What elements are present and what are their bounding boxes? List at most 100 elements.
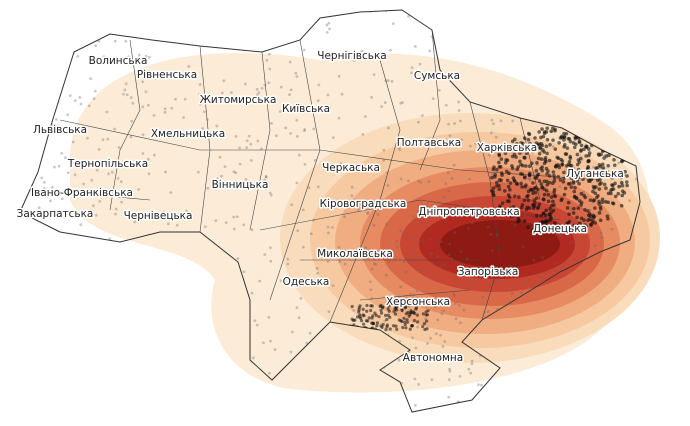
event-dot — [534, 168, 539, 173]
event-dot — [316, 271, 320, 275]
event-dot — [622, 401, 626, 405]
event-dot — [494, 135, 498, 139]
event-dot — [601, 356, 605, 360]
event-dot — [183, 398, 187, 402]
event-dot — [540, 219, 545, 224]
event-dot — [603, 199, 608, 204]
event-dot — [566, 182, 571, 186]
event-dot — [506, 184, 511, 189]
event-dot — [444, 103, 448, 107]
event-dot — [223, 165, 227, 168]
event-dot — [535, 206, 540, 211]
event-dot — [405, 318, 409, 322]
event-dot — [586, 166, 590, 170]
event-dot — [597, 187, 602, 191]
event-dot — [442, 309, 446, 313]
event-dot — [539, 213, 543, 218]
event-dot — [312, 218, 315, 222]
event-dot — [93, 89, 97, 93]
event-dot — [46, 82, 50, 85]
event-dot — [587, 159, 591, 163]
event-dot — [141, 133, 145, 137]
event-dot — [551, 145, 555, 149]
event-dot — [542, 150, 546, 154]
event-dot — [573, 185, 577, 190]
event-dot — [462, 308, 466, 312]
event-dot — [622, 191, 627, 195]
event-dot — [493, 174, 497, 179]
event-dot — [541, 224, 545, 228]
event-dot — [337, 245, 341, 249]
region-label: Автономна — [403, 352, 463, 364]
event-dot — [403, 322, 407, 327]
event-dot — [488, 153, 491, 157]
event-dot — [638, 406, 640, 409]
event-dot — [552, 179, 557, 183]
event-dot — [356, 163, 360, 167]
event-dot — [144, 297, 148, 301]
event-dot — [496, 278, 499, 282]
event-dot — [78, 384, 82, 388]
event-dot — [361, 307, 365, 311]
event-dot — [337, 116, 341, 120]
event-dot — [495, 180, 499, 185]
event-dot — [531, 181, 535, 185]
event-dot — [506, 193, 511, 197]
event-dot — [412, 293, 416, 296]
event-dot — [570, 176, 574, 180]
region-label: Закарпатська — [17, 208, 94, 220]
event-dot — [31, 368, 35, 372]
event-dot — [620, 183, 625, 188]
event-dot — [265, 392, 268, 395]
event-dot — [125, 347, 129, 351]
event-dot — [492, 122, 495, 126]
event-dot — [334, 57, 337, 61]
event-dot — [79, 223, 83, 227]
event-dot — [614, 392, 618, 396]
event-dot — [524, 207, 529, 211]
event-dot — [375, 321, 380, 325]
event-dot — [389, 48, 392, 52]
event-dot — [22, 25, 26, 29]
event-dot — [316, 99, 320, 103]
event-dot — [553, 229, 557, 234]
event-dot — [627, 89, 631, 93]
event-dot — [497, 187, 502, 192]
event-dot — [198, 10, 202, 14]
event-dot — [92, 97, 96, 101]
event-dot — [605, 214, 610, 218]
event-dot — [571, 211, 576, 215]
region-label: Донецька — [533, 223, 587, 235]
event-dot — [562, 131, 566, 136]
event-dot — [508, 181, 513, 185]
event-dot — [20, 61, 23, 65]
event-dot — [395, 245, 399, 249]
event-dot — [268, 67, 272, 71]
event-dot — [384, 79, 388, 83]
event-dot — [245, 139, 249, 143]
event-dot — [430, 261, 434, 265]
event-dot — [54, 117, 58, 121]
event-dot — [299, 297, 303, 300]
event-dot — [513, 223, 517, 227]
event-dot — [383, 101, 387, 104]
event-dot — [80, 344, 84, 348]
event-dot — [384, 328, 388, 332]
event-dot — [394, 305, 399, 309]
event-dot — [360, 49, 364, 53]
event-dot — [623, 131, 627, 135]
event-dot — [61, 287, 65, 291]
event-dot — [179, 361, 183, 364]
region-label: Львівська — [33, 124, 87, 136]
event-dot — [497, 213, 501, 217]
event-dot — [531, 206, 536, 211]
event-dot — [303, 128, 307, 131]
event-dot — [556, 163, 561, 168]
event-dot — [618, 169, 623, 174]
event-dot — [489, 131, 493, 135]
event-dot — [303, 402, 307, 406]
event-dot — [586, 147, 591, 151]
event-dot — [71, 12, 75, 16]
event-dot — [423, 327, 427, 332]
event-dot — [105, 349, 109, 353]
